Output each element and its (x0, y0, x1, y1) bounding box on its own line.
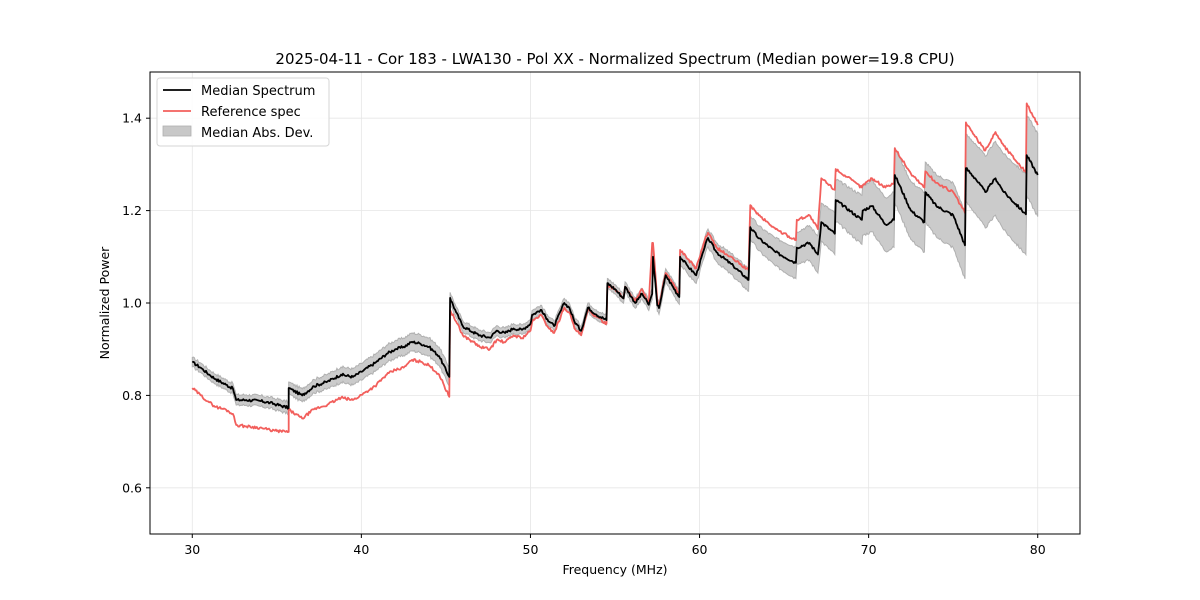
legend-median-label: Median Spectrum (201, 84, 315, 99)
y-tick-label: 0.6 (122, 480, 142, 495)
legend: Median Spectrum Reference spec Median Ab… (156, 77, 330, 147)
y-tick-label: 0.8 (122, 388, 142, 403)
x-axis: 30 40 50 60 70 80 (184, 534, 1046, 557)
y-tick-label: 1.2 (122, 203, 142, 218)
legend-mad-label: Median Abs. Dev. (201, 126, 313, 141)
median-spectrum-line (192, 154, 1039, 410)
x-tick-label: 70 (861, 542, 877, 557)
legend-frame (156, 77, 330, 147)
x-tick-label: 80 (1030, 542, 1046, 557)
y-tick-label: 1.0 (122, 296, 142, 311)
y-axis-label: Normalized Power (97, 246, 112, 360)
x-axis-label: Frequency (MHz) (562, 562, 667, 577)
mad-band (191, 114, 1039, 416)
y-axis: 0.6 0.8 1.0 1.2 1.4 (122, 111, 150, 495)
plot-area (191, 102, 1039, 434)
legend-reference-label: Reference spec (201, 105, 301, 120)
legend-mad-swatch (162, 125, 192, 137)
y-tick-label: 1.4 (122, 111, 142, 126)
x-tick-label: 40 (353, 542, 369, 557)
x-tick-label: 60 (692, 542, 708, 557)
x-tick-label: 30 (184, 542, 200, 557)
chart-title: 2025-04-11 - Cor 183 - LWA130 - Pol XX -… (275, 50, 954, 68)
x-tick-label: 50 (523, 542, 539, 557)
